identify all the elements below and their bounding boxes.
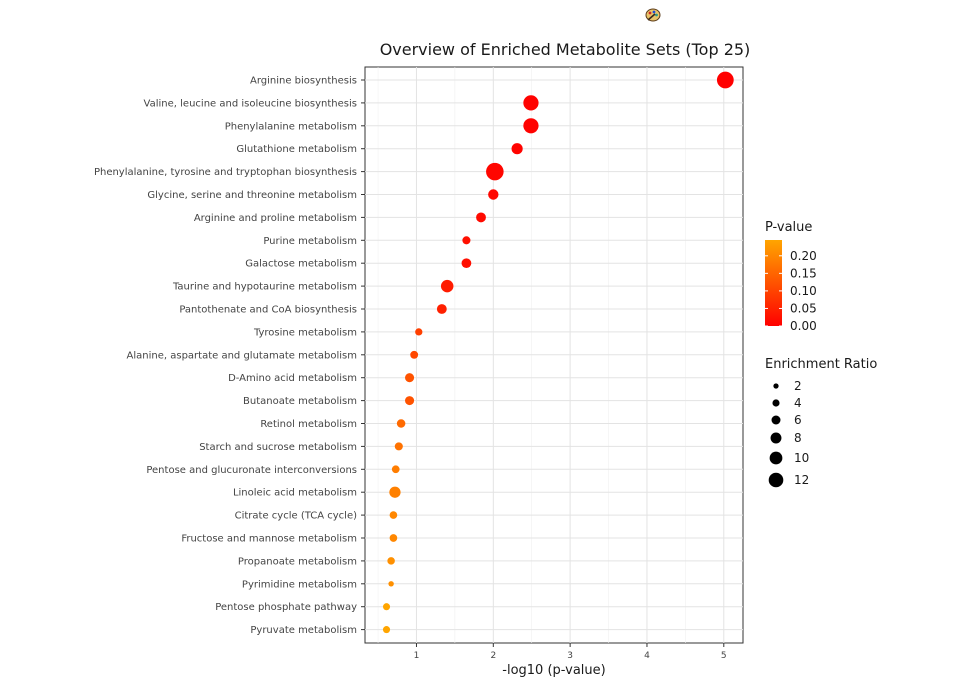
category-label: Phenylalanine metabolism: [225, 121, 357, 132]
size-legend-label: 10: [794, 451, 809, 465]
x-tick-label: 3: [567, 651, 573, 661]
x-tick-label: 1: [414, 651, 420, 661]
data-point[interactable]: [388, 581, 394, 587]
category-labels: Arginine biosynthesis Valine, leucine and…: [94, 76, 365, 636]
pvalue-colorbar: [765, 240, 782, 326]
data-point[interactable]: [391, 465, 400, 474]
category-label: Citrate cycle (TCA cycle): [235, 511, 357, 522]
size-legend-dot: [771, 415, 781, 425]
pvalue-tick-label: 0.00: [790, 319, 817, 333]
category-label: Pentose and glucuronate interconversions: [146, 465, 357, 476]
size-legend-label: 2: [794, 379, 802, 393]
x-tick-label: 5: [721, 651, 727, 661]
data-point[interactable]: [488, 189, 499, 200]
size-legend-label: 4: [794, 396, 802, 410]
category-label: Pyrimidine metabolism: [242, 579, 357, 590]
data-point[interactable]: [389, 534, 398, 542]
x-axis-ticks: 1 2 3 4 5: [414, 643, 727, 661]
size-legend-dot: [768, 472, 784, 488]
x-axis-label: -log10 (p-value): [502, 663, 605, 678]
category-label: Retinol metabolism: [260, 419, 357, 430]
size-legend-label: 8: [794, 431, 802, 445]
category-label: Pantothenate and CoA biosynthesis: [179, 305, 357, 316]
category-label: Pentose phosphate pathway: [215, 602, 357, 613]
category-label: Arginine and proline metabolism: [194, 213, 357, 224]
size-legend-label: 12: [794, 473, 809, 487]
data-point[interactable]: [523, 95, 539, 111]
category-label: Butanoate metabolism: [243, 396, 357, 407]
category-label: Starch and sucrose metabolism: [199, 442, 357, 453]
data-point[interactable]: [394, 442, 403, 451]
category-label: Glutathione metabolism: [236, 144, 357, 155]
category-label: Pyruvate metabolism: [250, 625, 357, 636]
data-point[interactable]: [716, 71, 734, 89]
x-tick-label: 2: [490, 651, 496, 661]
data-point[interactable]: [382, 626, 391, 634]
category-label: Linoleic acid metabolism: [233, 488, 357, 499]
size-legend-title: Enrichment Ratio: [765, 357, 877, 372]
category-label: Glycine, serine and threonine metabolism: [147, 190, 357, 201]
category-label: Arginine biosynthesis: [250, 76, 357, 87]
data-point[interactable]: [436, 304, 447, 314]
pvalue-legend-title: P-value: [765, 220, 812, 235]
chart-title: Overview of Enriched Metabolite Sets (To…: [380, 40, 751, 59]
data-point[interactable]: [396, 419, 406, 428]
data-point[interactable]: [389, 511, 398, 519]
category-label: Phenylalanine, tyrosine and tryptophan b…: [94, 167, 357, 178]
data-point[interactable]: [389, 486, 401, 498]
category-label: Propanoate metabolism: [238, 556, 357, 567]
data-point[interactable]: [415, 328, 423, 336]
category-label: Tyrosine metabolism: [253, 327, 357, 338]
x-tick-label: 4: [644, 651, 650, 661]
size-legend-label: 6: [794, 413, 802, 427]
size-legend-dot: [770, 432, 782, 444]
category-label: Alanine, aspartate and glutamate metabol…: [127, 350, 357, 361]
category-label: Valine, leucine and isoleucine biosynthe…: [144, 98, 357, 109]
size-legend-dot: [769, 451, 783, 465]
data-point[interactable]: [440, 279, 454, 293]
size-legend-items: 2 4 6 8 10 12: [768, 379, 809, 488]
size-legend-dot: [773, 383, 779, 389]
size-legend-dot: [772, 399, 780, 407]
data-point[interactable]: [461, 258, 472, 269]
data-point[interactable]: [405, 396, 415, 406]
category-label: Galactose metabolism: [245, 259, 357, 270]
data-point[interactable]: [486, 162, 504, 181]
pvalue-tick-label: 0.20: [790, 249, 817, 263]
palette-icon[interactable]: [645, 8, 661, 22]
pvalue-tick-label: 0.05: [790, 301, 817, 315]
category-label: Taurine and hypotaurine metabolism: [172, 282, 357, 293]
data-points: [382, 71, 734, 634]
data-point[interactable]: [462, 236, 471, 245]
pvalue-tick-label: 0.15: [790, 266, 817, 280]
data-point[interactable]: [405, 373, 415, 383]
data-point[interactable]: [511, 143, 523, 155]
data-point[interactable]: [523, 118, 539, 134]
category-label: Purine metabolism: [263, 236, 357, 247]
data-point[interactable]: [410, 350, 419, 359]
category-label: D-Amino acid metabolism: [228, 373, 357, 384]
category-label: Fructose and mannose metabolism: [181, 534, 357, 545]
pvalue-tick-label: 0.10: [790, 284, 817, 298]
data-point[interactable]: [476, 212, 486, 223]
data-point[interactable]: [382, 603, 391, 611]
pvalue-legend-ticks: 0.20 0.15 0.10 0.05 0.00: [765, 249, 817, 333]
data-point[interactable]: [387, 557, 395, 565]
